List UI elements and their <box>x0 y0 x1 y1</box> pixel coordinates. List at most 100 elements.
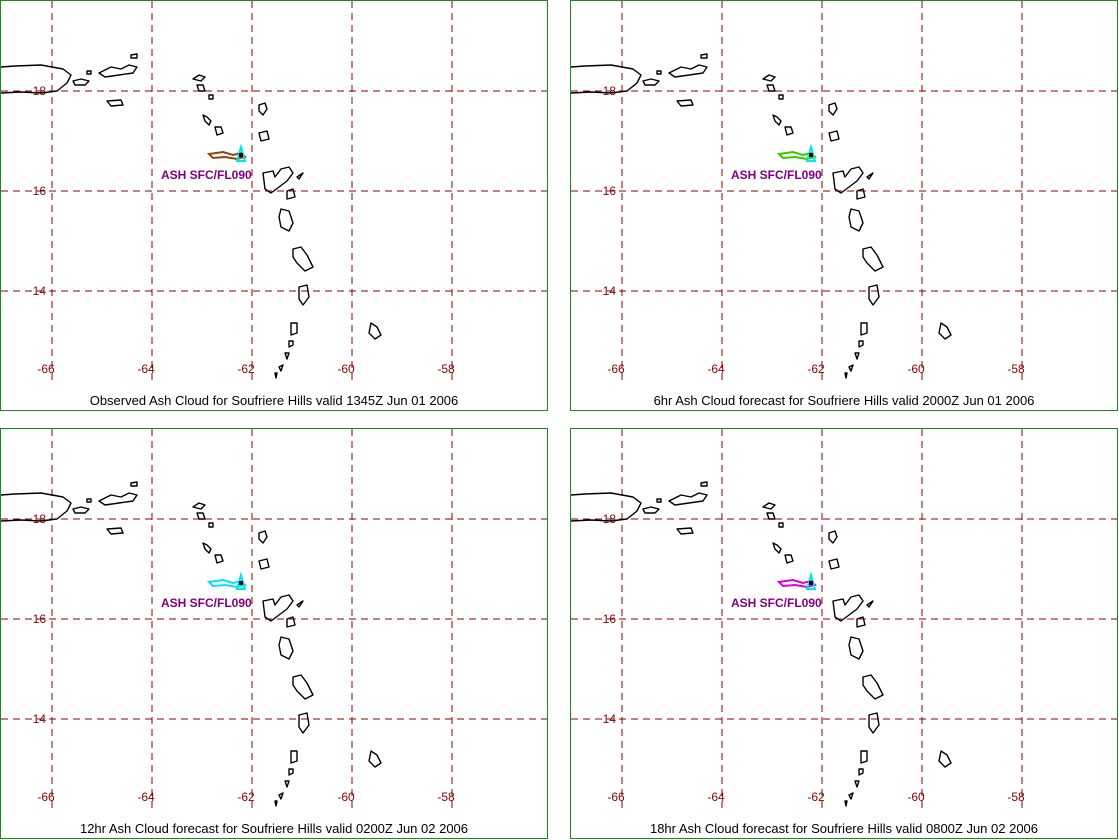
longitude-label: -58 <box>1007 362 1025 376</box>
longitude-label: -60 <box>907 362 925 376</box>
ash-label: ASH SFC/FL090 <box>731 596 822 610</box>
coastline-outline <box>854 352 860 360</box>
longitude-label: -66 <box>607 362 625 376</box>
longitude-label: -64 <box>707 362 725 376</box>
coastline-outline <box>192 502 206 510</box>
volcano-vent <box>809 153 813 157</box>
panel-caption: 18hr Ash Cloud forecast for Soufriere Hi… <box>649 821 1039 836</box>
longitude-label: -66 <box>37 790 55 804</box>
latitude-label: 16 <box>33 612 47 626</box>
coastline-outline <box>1 492 72 522</box>
coastline-outline <box>368 322 382 340</box>
volcano-vent <box>809 581 813 585</box>
coastline-outline <box>1 64 72 94</box>
coastline-outline <box>202 114 212 126</box>
panel-caption: 6hr Ash Cloud forecast for Soufriere Hil… <box>653 393 1035 408</box>
coastline-outline <box>262 594 294 622</box>
map-panel-18hr-forecast: -66 -64 -62 -60 -58 18 16 14 ASH SFC/FL090 18hr … <box>570 428 1118 839</box>
coastline-outline <box>98 492 138 506</box>
map-canvas: -66 -64 -62 -60 -58 18 16 14 ASH SFC/FL090 <box>1 429 547 809</box>
longitude-label: -60 <box>337 790 355 804</box>
longitude-label: -62 <box>237 790 255 804</box>
coastline-outline <box>772 114 782 126</box>
ash-cloud-polygon <box>206 150 247 161</box>
latitude-label: 14 <box>603 284 617 298</box>
ash-label: ASH SFC/FL090 <box>161 596 252 610</box>
coastline-outline <box>778 94 784 100</box>
longitude-label: -60 <box>907 790 925 804</box>
map-panel-observed: -66 -64 -62 -60 -58 18 16 14 ASH SFC/FL090 Obser… <box>0 0 548 411</box>
latitude-label: 16 <box>603 612 617 626</box>
grid-lines <box>571 1 1117 381</box>
coastline-outline <box>290 750 298 764</box>
coastline-outline <box>106 99 124 107</box>
coastline-outline <box>700 53 708 59</box>
coastline-outline <box>862 246 884 272</box>
coastline-outline <box>571 64 642 94</box>
latitude-label: 14 <box>603 712 617 726</box>
latitude-label: 18 <box>603 512 617 526</box>
coastline-outline <box>938 750 952 768</box>
coastline-outline <box>844 372 848 379</box>
coastline-outline <box>642 78 660 86</box>
coastlines <box>1 53 382 379</box>
coastline-outline <box>766 512 776 520</box>
coastline-outline <box>784 126 794 136</box>
coastline-outline <box>866 600 874 608</box>
coastline-outline <box>72 78 90 86</box>
coastline-outline <box>866 172 874 180</box>
coastlines <box>571 53 952 379</box>
coastline-outline <box>286 616 296 628</box>
coastline-outline <box>262 166 294 194</box>
coastline-outline <box>258 102 268 116</box>
coastline-outline <box>762 502 776 510</box>
grid-lines <box>571 429 1117 809</box>
coastline-outline <box>202 542 212 554</box>
coastline-outline <box>86 498 92 503</box>
longitude-label: -60 <box>337 362 355 376</box>
coastline-outline <box>86 70 92 75</box>
map-canvas: -66 -64 -62 -60 -58 18 16 14 ASH SFC/FL090 <box>1 1 547 381</box>
ash-cloud-polygon <box>776 578 817 589</box>
coastline-outline <box>772 542 782 554</box>
coastline-outline <box>292 674 314 700</box>
coastline-outline <box>278 792 284 800</box>
coastline-outline <box>656 70 662 75</box>
coastline-outline <box>286 188 296 200</box>
coastline-outline <box>278 208 294 232</box>
grid-lines <box>1 1 547 381</box>
coastline-outline <box>98 64 138 78</box>
map-panel-6hr-forecast: -66 -64 -62 -60 -58 18 16 14 ASH SFC/FL090 6hr A… <box>570 0 1118 411</box>
coastline-outline <box>784 554 794 564</box>
coastline-outline <box>288 340 294 348</box>
coastline-outline <box>858 768 864 776</box>
coastline-outline <box>828 130 840 142</box>
coastline-outline <box>130 481 138 487</box>
map-panel-12hr-forecast: -66 -64 -62 -60 -58 18 16 14 ASH SFC/FL090 12hr … <box>0 428 548 839</box>
coastlines <box>1 481 382 807</box>
coastline-outline <box>298 284 310 306</box>
latitude-label: 18 <box>33 84 47 98</box>
ash-label: ASH SFC/FL090 <box>161 168 252 182</box>
coastline-outline <box>766 84 776 92</box>
coastline-outline <box>571 492 642 522</box>
coastline-outline <box>296 600 304 608</box>
coastline-outline <box>290 322 298 336</box>
coastline-outline <box>856 188 866 200</box>
coastline-outline <box>214 554 224 564</box>
coastline-outline <box>72 506 90 514</box>
coastline-outline <box>278 364 284 372</box>
map-canvas: -66 -64 -62 -60 -58 18 16 14 ASH SFC/FL090 <box>571 1 1117 381</box>
coastline-outline <box>844 800 848 807</box>
coastline-outline <box>298 712 310 734</box>
coastline-outline <box>860 322 868 336</box>
latitude-label: 14 <box>33 284 47 298</box>
coastline-outline <box>296 172 304 180</box>
longitude-label: -58 <box>437 790 455 804</box>
latitude-label: 18 <box>603 84 617 98</box>
coastline-outline <box>938 322 952 340</box>
coastline-outline <box>214 126 224 136</box>
latitude-label: 18 <box>33 512 47 526</box>
coastline-outline <box>288 768 294 776</box>
coastline-outline <box>854 780 860 788</box>
